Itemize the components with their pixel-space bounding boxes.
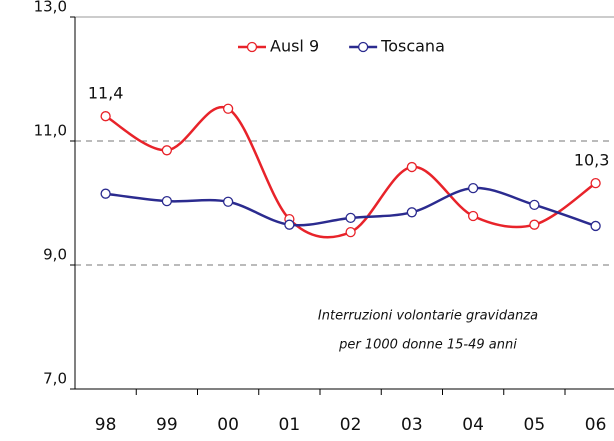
y-tick-label: 7,0 bbox=[43, 370, 67, 388]
point bbox=[467, 182, 479, 194]
x-tick-label: 99 bbox=[156, 415, 178, 435]
x-tick-label: 03 bbox=[401, 415, 423, 435]
point bbox=[345, 212, 356, 224]
x-tick-label: 06 bbox=[585, 415, 607, 435]
x-tick-label: 01 bbox=[279, 415, 301, 435]
legend-label: Ausl 9 bbox=[270, 37, 319, 56]
annotation: per 1000 donne 15-49 anni bbox=[338, 338, 517, 353]
point bbox=[100, 188, 111, 199]
point bbox=[406, 161, 418, 173]
legend-label: Toscana bbox=[380, 37, 445, 56]
point bbox=[222, 103, 234, 114]
point bbox=[222, 196, 234, 207]
x-tick-label: 04 bbox=[462, 415, 484, 435]
point bbox=[590, 220, 601, 232]
x-tick-label: 05 bbox=[524, 415, 546, 435]
x-tick-label: 02 bbox=[340, 415, 362, 435]
point bbox=[100, 111, 111, 122]
point bbox=[529, 199, 540, 211]
legend-marker bbox=[246, 41, 258, 53]
y-tick-label: 11,0 bbox=[34, 122, 67, 140]
y-tick-label: 13,0 bbox=[34, 0, 67, 16]
point bbox=[406, 207, 418, 218]
x-tick-label: 98 bbox=[95, 415, 117, 435]
x-tick-label: 00 bbox=[217, 415, 239, 435]
y-tick-label: 9,0 bbox=[43, 246, 67, 264]
point bbox=[284, 219, 295, 230]
value-label: 11,4 bbox=[88, 84, 124, 103]
annotation: Interruzioni volontarie gravidanza bbox=[318, 309, 538, 324]
legend-marker bbox=[357, 41, 369, 53]
point bbox=[345, 226, 356, 238]
point bbox=[161, 145, 173, 156]
point bbox=[529, 219, 540, 230]
point bbox=[590, 178, 601, 189]
value-label: 10,3 bbox=[574, 151, 610, 170]
point bbox=[467, 210, 479, 222]
point bbox=[161, 195, 173, 207]
